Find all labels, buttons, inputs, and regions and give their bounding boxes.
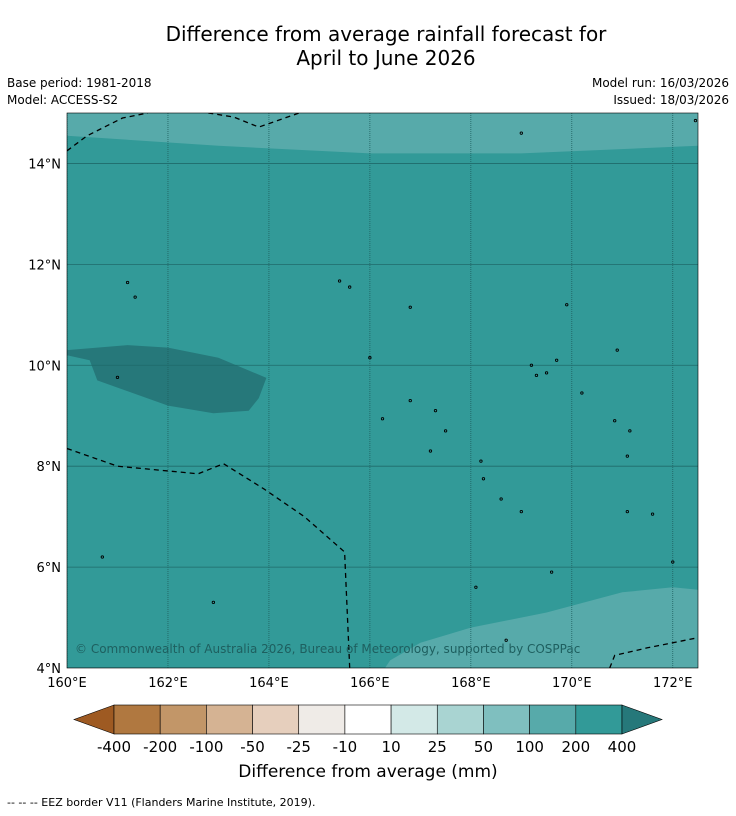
colorbar-swatch: [206, 704, 253, 735]
colorbar-tick-label: 10: [382, 738, 401, 756]
forecast-map: © Commonwealth of Australia 2026, Bureau…: [28, 112, 699, 756]
colorbar-swatch: [575, 704, 623, 735]
colorbar-tick-label: 25: [428, 738, 447, 756]
eez-border-line: [208, 113, 300, 128]
island: [125, 280, 130, 285]
run-info: Model run: 16/03/2026 Issued: 18/03/2026: [592, 75, 729, 109]
x-tick-label: 172°E: [653, 676, 693, 691]
colorbar-high-extend: [621, 704, 663, 735]
x-tick-label: 164°E: [249, 676, 289, 691]
colorbar-swatch: [436, 704, 484, 735]
colorbar-tick-label: 50: [474, 738, 493, 756]
island: [529, 363, 534, 367]
island: [565, 303, 569, 307]
colorbar-tick-label: -50: [240, 738, 265, 756]
island: [100, 555, 104, 559]
colorbar-tick-label: -25: [286, 738, 311, 756]
island: [443, 429, 448, 433]
colorbar-swatch: [344, 704, 392, 735]
colorbar: -400 -200 -100 -50 -25 -10 10 25 50 100 200 400: [73, 704, 663, 756]
colorbar-swatch: [483, 704, 530, 735]
island: [519, 509, 523, 514]
island: [348, 285, 352, 289]
colorbar-title: Difference from average (mm): [238, 762, 498, 782]
model-run: Model run: 16/03/2026: [591, 76, 729, 90]
x-tick-label: 162°E: [148, 676, 188, 691]
y-tick-label: 14°N: [28, 157, 61, 172]
island: [433, 409, 438, 413]
island: [380, 417, 385, 421]
island: [534, 373, 539, 378]
title-line-1: Difference from average rainfall forecas…: [165, 22, 607, 46]
island: [368, 356, 372, 360]
colorbar-swatch: [113, 704, 161, 735]
base-info: Base period: 1981-2018 Model: ACCESS-S2: [7, 75, 152, 109]
eez-footnote: -- -- -- EEZ border V11 (Flanders Marine…: [7, 796, 316, 809]
island: [474, 585, 478, 589]
issued-date: Issued: 18/03/2026: [613, 93, 729, 107]
island: [544, 371, 549, 375]
island: [408, 305, 412, 309]
colorbar-swatch: [390, 704, 438, 735]
colorbar-tick-label: -200: [143, 738, 177, 756]
colorbar-tick-label: 400: [608, 738, 637, 756]
island: [671, 560, 675, 564]
y-tick-label: 8°N: [37, 460, 62, 475]
map-frame: [66, 112, 699, 669]
island: [133, 295, 137, 299]
island: [650, 512, 655, 516]
y-tick-label: 6°N: [37, 561, 62, 576]
colorbar-swatch: [529, 704, 577, 735]
x-tick-label: 166°E: [350, 676, 390, 691]
colorbar-tick-label: -400: [97, 738, 131, 756]
map-copyright: © Commonwealth of Australia 2026, Bureau…: [75, 642, 580, 656]
base-period: Base period: 1981-2018: [7, 76, 152, 90]
island: [628, 429, 632, 433]
colorbar-swatch: [159, 704, 207, 735]
colorbar-tick-label: -10: [333, 738, 358, 756]
island: [211, 600, 216, 605]
island: [481, 477, 486, 481]
region-100-to-200: [385, 587, 698, 668]
island: [555, 358, 559, 362]
island: [408, 398, 412, 403]
colorbar-tick-label: 100: [515, 738, 544, 756]
island: [580, 391, 584, 395]
colorbar-swatch: [298, 704, 346, 735]
island: [115, 375, 120, 380]
island: [625, 509, 629, 514]
eez-border-line: [609, 637, 698, 668]
island: [479, 459, 483, 463]
island: [613, 419, 617, 423]
eez-border-line: [67, 447, 351, 668]
x-tick-label: 160°E: [47, 676, 87, 691]
island: [504, 638, 508, 642]
x-tick-label: 170°E: [552, 676, 592, 691]
y-tick-label: 4°N: [37, 662, 62, 677]
island: [519, 131, 523, 135]
colorbar-tick-label: -100: [189, 738, 223, 756]
model-name: Model: ACCESS-S2: [7, 93, 119, 107]
map-plot-area: © Commonwealth of Australia 2026, Bureau…: [67, 113, 698, 668]
map-title: Difference from average rainfall forecas…: [0, 22, 736, 70]
colorbar-low-extend: [73, 704, 115, 735]
island: [499, 497, 503, 501]
island: [428, 449, 433, 453]
island: [693, 118, 698, 123]
island: [625, 454, 629, 458]
colorbar-tick-label: 200: [561, 738, 590, 756]
island: [549, 570, 554, 574]
x-tick-label: 168°E: [451, 676, 491, 691]
y-tick-label: 12°N: [28, 258, 61, 273]
region-100-to-200: [67, 113, 698, 154]
island: [337, 279, 342, 283]
y-tick-label: 10°N: [28, 359, 61, 374]
island: [615, 348, 619, 352]
colorbar-swatch: [252, 704, 300, 735]
eez-border-line: [67, 113, 148, 152]
title-line-2: April to June 2026: [296, 46, 476, 70]
region-400-: [67, 345, 267, 414]
